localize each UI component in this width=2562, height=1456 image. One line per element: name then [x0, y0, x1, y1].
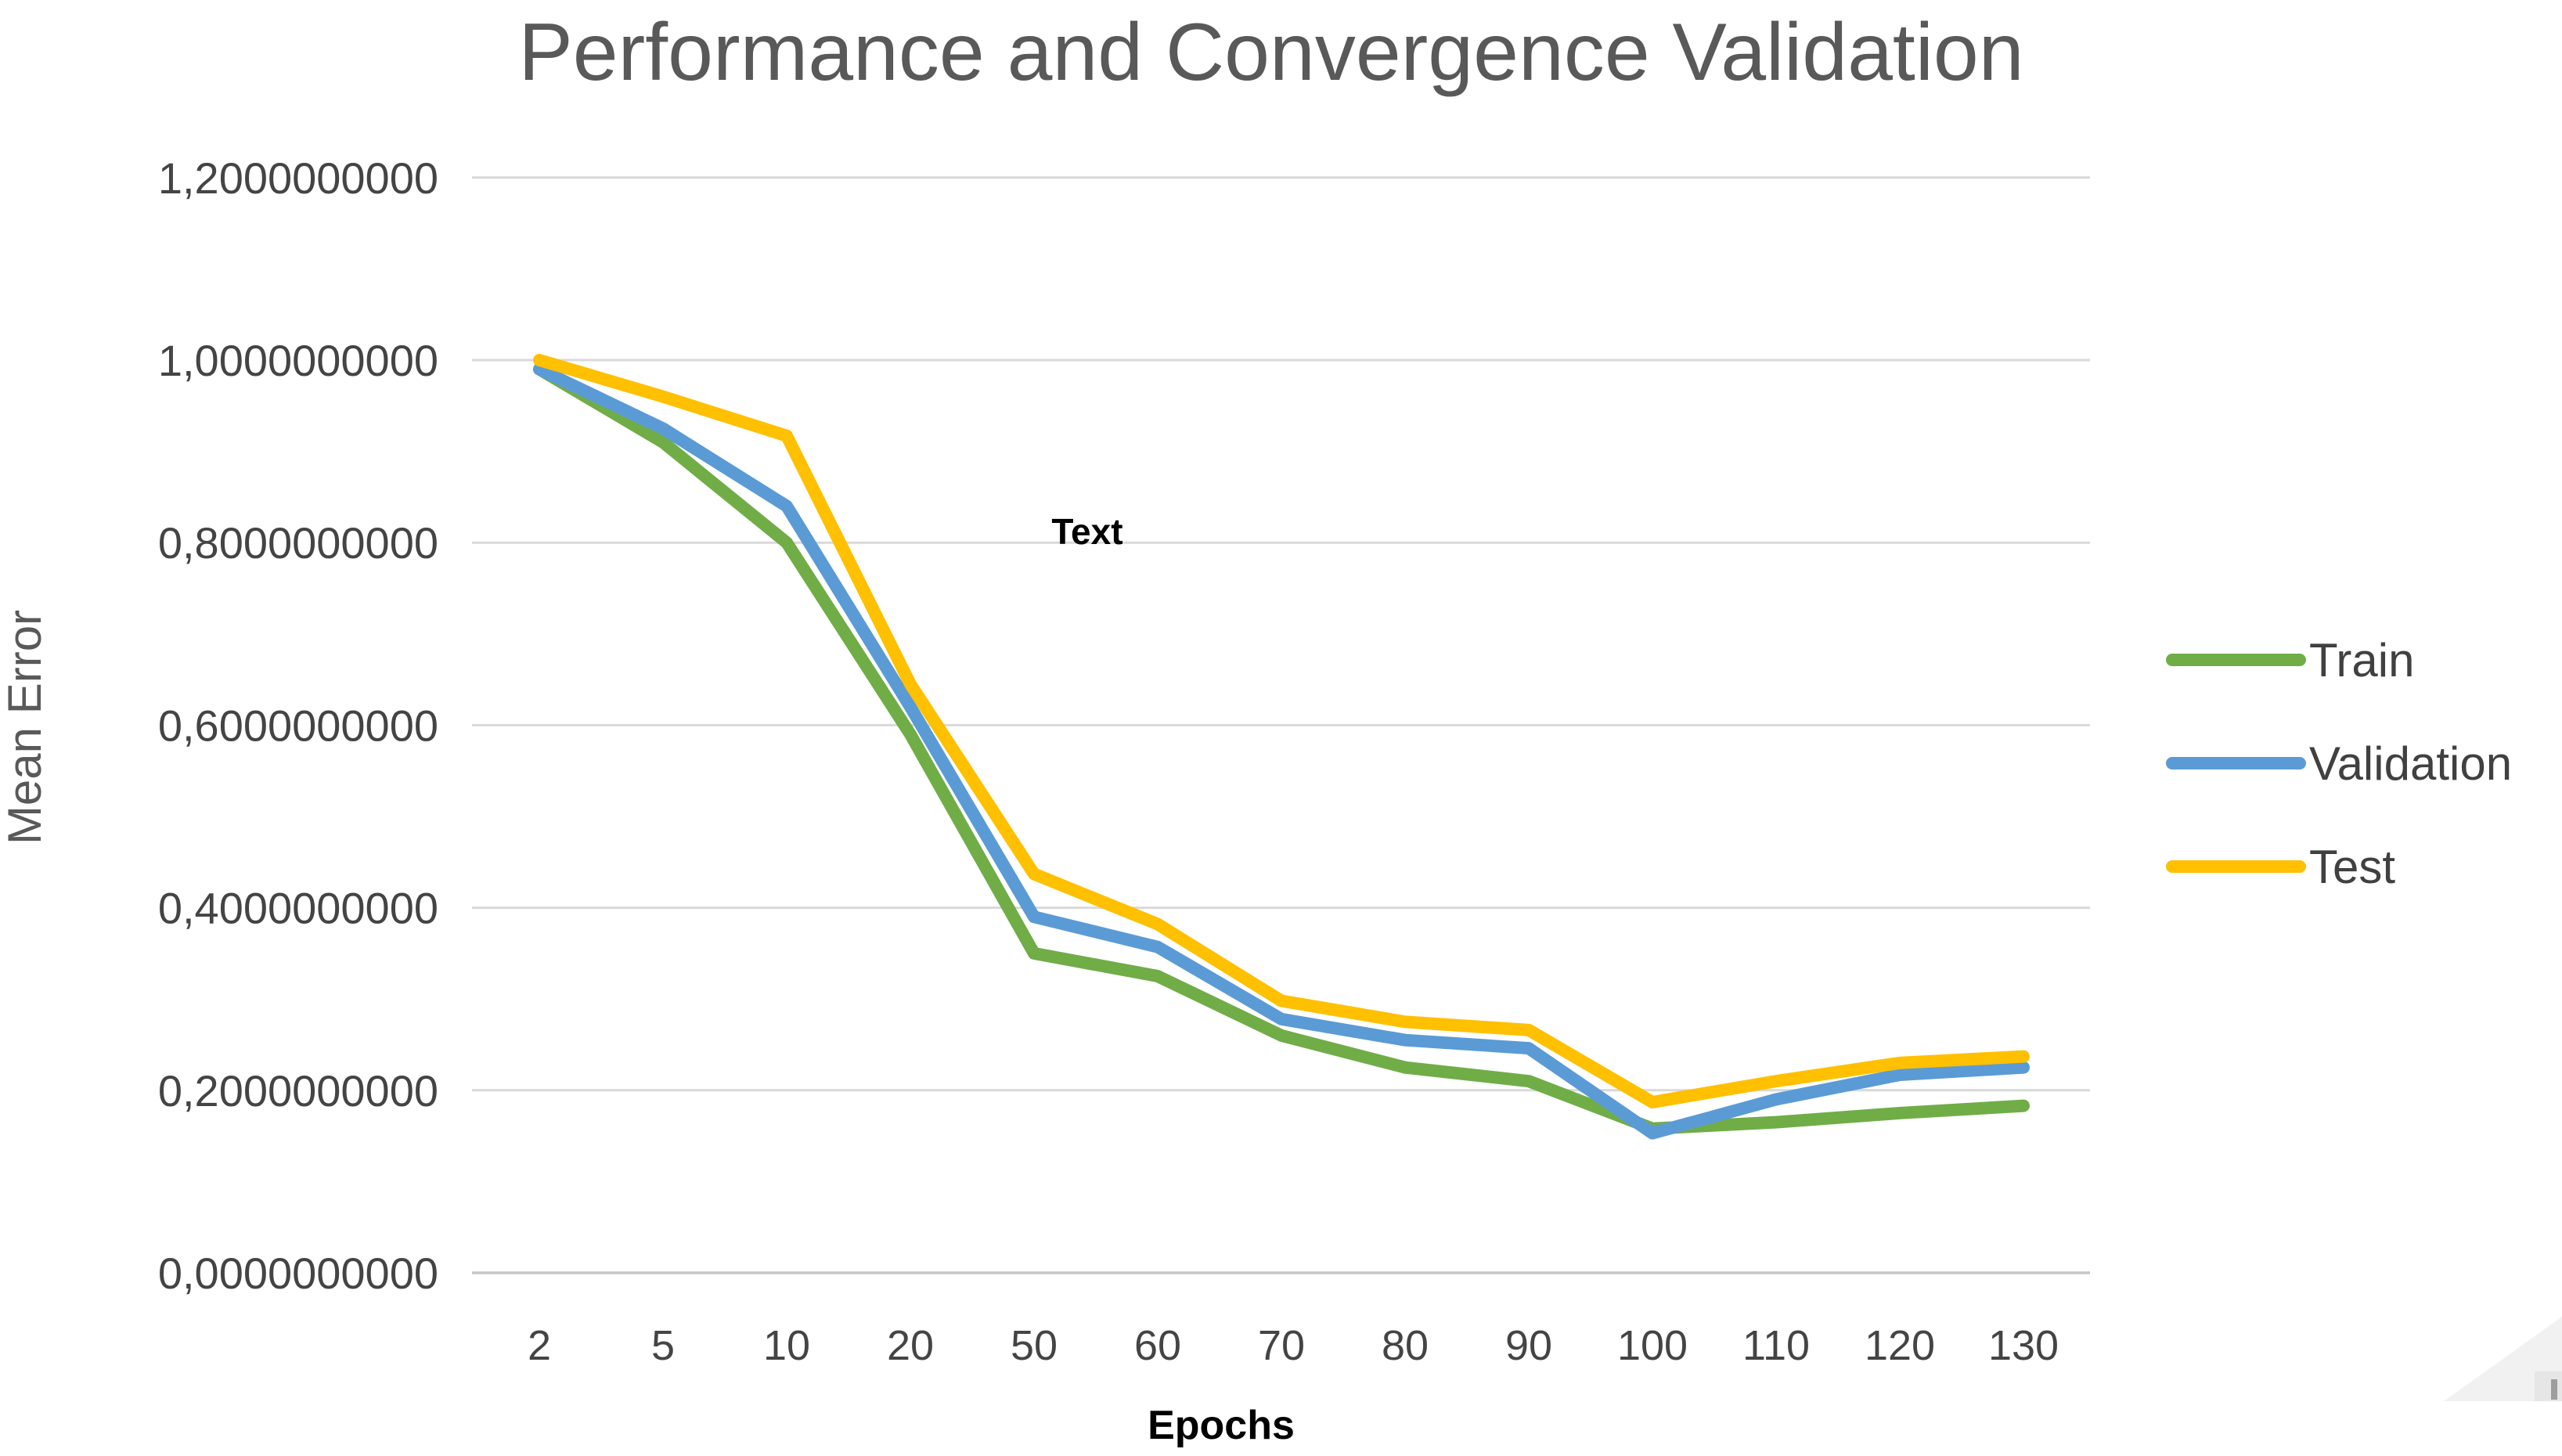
x-tick-label: 5 — [651, 1322, 675, 1369]
y-tick-label: 0,8000000000 — [158, 518, 438, 568]
x-tick-label: 2 — [528, 1322, 551, 1369]
legend-label-train: Train — [2309, 634, 2414, 687]
legend-label-test: Test — [2309, 841, 2395, 893]
x-tick-label: 20 — [887, 1322, 934, 1369]
y-tick-label: 0,4000000000 — [158, 884, 438, 933]
series-line-test — [533, 354, 2030, 1108]
y-axis-title: Mean Error — [0, 610, 51, 845]
y-tick-label: 0,0000000000 — [158, 1249, 438, 1298]
x-axis-title: Epochs — [1148, 1403, 1295, 1448]
y-tick-label: 0,2000000000 — [158, 1066, 438, 1115]
series-layer — [533, 354, 2030, 1140]
y-tick-label: 1,2000000000 — [158, 153, 438, 203]
page-corner-artifact — [2444, 1317, 2562, 1401]
tick-label-layer: 0,0000000000 0,2000000000 0,4000000000 0,60… — [158, 153, 2059, 1369]
series-line-validation — [533, 362, 2030, 1140]
chart-title: Performance and Convergence Validation — [518, 7, 2023, 98]
x-tick-label: 120 — [1865, 1322, 1935, 1369]
y-tick-label: 1,0000000000 — [158, 336, 438, 385]
x-tick-label: 100 — [1617, 1322, 1688, 1369]
legend-label-validation: Validation — [2309, 737, 2512, 790]
legend: Train Validation Test — [2166, 634, 2512, 893]
annotation-text: Text — [1051, 511, 1122, 552]
x-tick-label: 50 — [1011, 1322, 1058, 1369]
x-tick-label: 130 — [1988, 1322, 2059, 1369]
y-tick-label: 0,6000000000 — [158, 701, 438, 750]
x-tick-label: 80 — [1382, 1322, 1429, 1369]
x-tick-label: 60 — [1134, 1322, 1181, 1369]
x-tick-label: 10 — [763, 1322, 810, 1369]
gridline-layer — [472, 176, 2090, 1274]
series-line-train — [533, 362, 2030, 1135]
x-tick-label: 110 — [1742, 1322, 1810, 1369]
x-tick-label: 70 — [1258, 1322, 1305, 1369]
x-tick-label: 90 — [1505, 1322, 1552, 1369]
